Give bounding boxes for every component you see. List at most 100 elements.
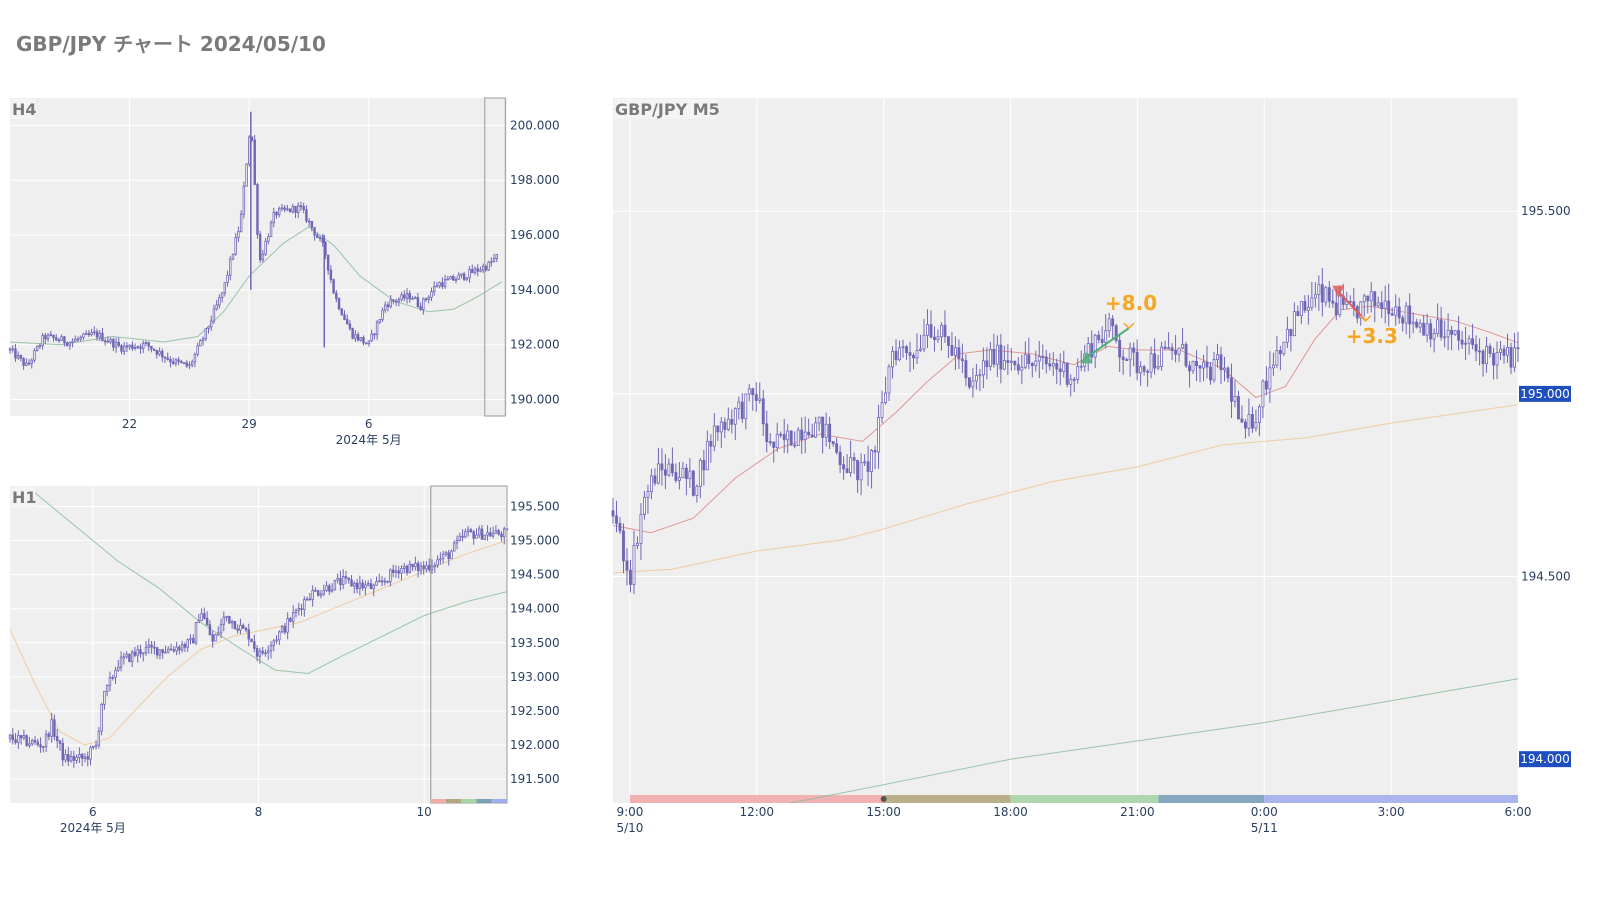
h1-candle-body (414, 562, 417, 568)
h1-candle-body (350, 579, 353, 587)
h1-candle-body (158, 649, 162, 656)
h4-title-bg (11, 99, 35, 119)
h1-candle-body (242, 624, 245, 629)
h4-candle-body (14, 348, 17, 359)
m5-candle-body (873, 450, 877, 453)
m5-candle-body (999, 344, 1003, 370)
m5-candle-body (814, 422, 818, 438)
h4-candle-body (356, 334, 360, 341)
h1-candle-body (441, 553, 445, 560)
m5-candle-body (828, 423, 832, 442)
m5-candle-body (1072, 378, 1076, 381)
h1-candle-body (328, 585, 331, 592)
h4-candle-body (286, 208, 289, 211)
m5-candle-body (1142, 366, 1146, 372)
h1-candle-body (208, 624, 212, 636)
m5-candle-body (772, 441, 776, 448)
h1-candle-body (461, 535, 464, 538)
m5-candle-body (1313, 294, 1317, 299)
m5-candle-body (782, 434, 786, 441)
h4-candle-body (52, 334, 55, 339)
h1-candle-body (478, 528, 481, 536)
m5-xtick-label: 6:00 (1505, 805, 1532, 819)
h1-candle-body (133, 651, 137, 656)
m5-candle-body (775, 433, 779, 448)
h1-candle-body (80, 753, 84, 759)
buy-marker (1080, 351, 1093, 364)
h1-candle-body (11, 734, 15, 741)
h1-candle-body (189, 638, 192, 641)
h4-candle-body (392, 299, 395, 302)
h4-candle-body (95, 331, 99, 338)
h4-candle-body (215, 304, 218, 310)
m5-candle-body (1401, 317, 1405, 324)
page-title: GBP/JPY チャート 2024/05/10 (16, 32, 326, 56)
h1-panel[interactable]: 191.500 192.000 192.500 193.000 193.500 194.0… (8, 485, 560, 835)
h4-candle-body (294, 206, 297, 214)
h1-candle-body (17, 735, 20, 743)
exit-marker (1360, 315, 1372, 322)
session-bar-segment (1158, 795, 1265, 803)
h1-candle-body (30, 740, 34, 745)
m5-candle-body (723, 421, 727, 430)
m5-candle-body (800, 429, 804, 441)
h4-candle-body (272, 211, 275, 224)
h4-candle-body (411, 298, 414, 300)
m5-candle-body (744, 393, 748, 420)
m5-candle-body (1453, 330, 1457, 335)
m5-candle-body (1202, 361, 1205, 369)
m5-candle-body (716, 425, 720, 433)
m5-candle-body (894, 350, 898, 361)
h1-candle-body (358, 582, 362, 590)
h1-candle-body (78, 753, 81, 758)
h1-candle-body (339, 578, 342, 585)
h4-candle-body (90, 332, 93, 336)
h1-candle-body (289, 618, 292, 622)
m5-candle-body (1457, 330, 1461, 341)
m5-candle-body (1153, 353, 1157, 369)
h1-candle-body (89, 747, 92, 760)
h1-candle-body (494, 530, 498, 534)
h1-candle-body (353, 582, 356, 587)
h1-candle-body (303, 599, 306, 610)
m5-candle-body (845, 468, 849, 473)
m5-candle-body (1317, 284, 1321, 296)
h4-candle-body (242, 185, 246, 215)
m5-candle-body (1264, 380, 1268, 390)
h1-candle-body (25, 735, 28, 746)
h1-candle-body (364, 584, 367, 589)
m5-candle-body (1506, 347, 1509, 356)
m5-candle-body (915, 350, 919, 359)
h4-panel[interactable]: 190.000 192.000 194.000 196.000 198.000 200.0… (8, 97, 560, 447)
m5-candle-body (611, 510, 615, 517)
m5-candle-body (1271, 364, 1275, 369)
m5-candle-body (953, 347, 957, 356)
m5-candle-body (1030, 363, 1034, 367)
h4-candle-body (55, 337, 58, 341)
m5-candle-body (995, 344, 999, 365)
h4-candle-body (30, 359, 33, 364)
h4-candle-body (373, 333, 376, 336)
m5-xtick-label: 9:00 (616, 805, 643, 819)
m5-candle-body (712, 425, 716, 447)
h1-candle-body (397, 570, 400, 574)
m5-candle-body (922, 334, 926, 350)
m5-candle-body (793, 444, 797, 447)
m5-candle-body (1285, 328, 1289, 343)
m5-candle-body (817, 416, 821, 424)
h4-candle-body (128, 344, 131, 348)
m5-candle-body (1209, 366, 1212, 381)
h4-candle-body (452, 276, 455, 281)
m5-candle-body (1366, 295, 1370, 302)
h4-candle-body (305, 209, 308, 222)
m5-panel[interactable]: 194.500 195.000 195.500 9:00 5/10 12:00 15:00 1… (611, 98, 1571, 835)
m5-candle-body (1062, 362, 1066, 372)
h1-candle-body (205, 617, 209, 626)
h1-candle-body (366, 583, 370, 586)
m5-candle-body (887, 366, 891, 394)
m5-candle-body (1121, 356, 1125, 360)
h1-candle-body (475, 534, 478, 539)
m5-candle-body (1471, 338, 1475, 345)
m5-candle-body (1233, 396, 1237, 402)
h1-candle-body (72, 755, 76, 761)
